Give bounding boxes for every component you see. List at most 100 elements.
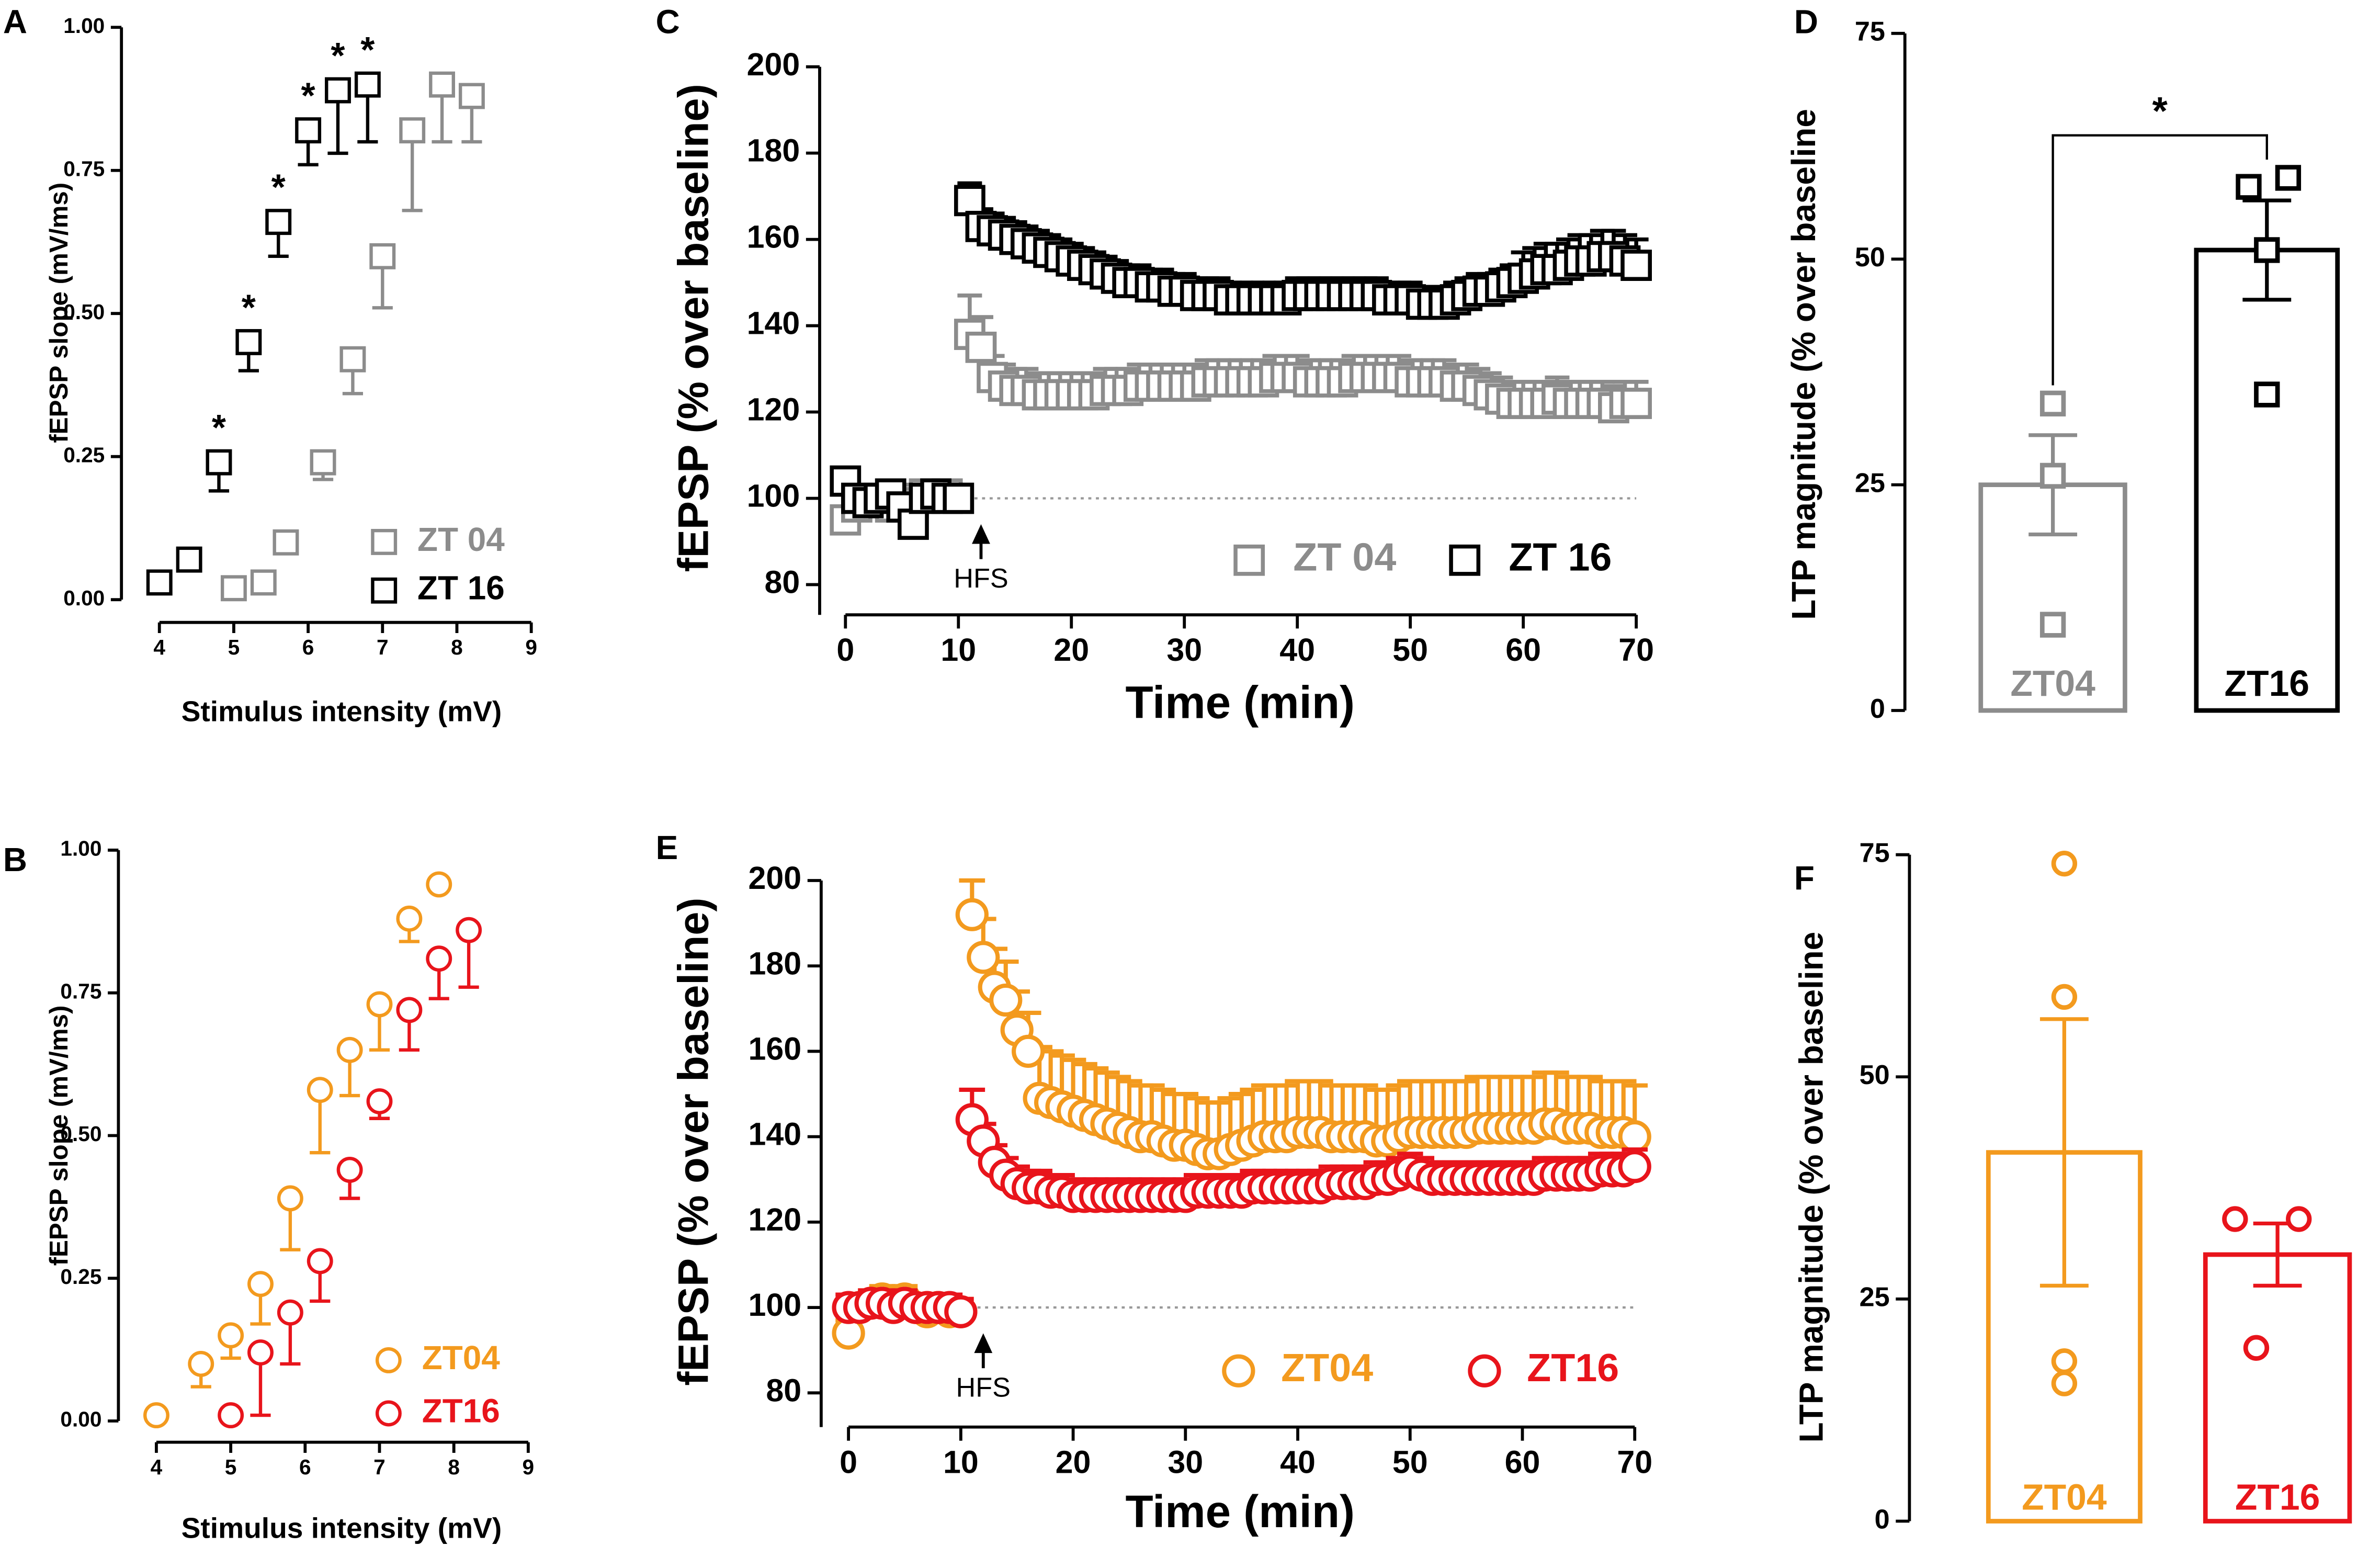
x-axis-label: Time (min) xyxy=(1125,1486,1355,1537)
y-tick-label: 160 xyxy=(747,219,800,255)
y-axis-label: fEPSP (% over baseline) xyxy=(670,84,717,572)
marker xyxy=(1618,1120,1651,1154)
marker xyxy=(2254,381,2280,408)
y-tick-label: 0.75 xyxy=(60,979,101,1003)
x-axis-label: Stimulus intensity (mV) xyxy=(182,1511,502,1544)
y-axis-label: LTP magnitude (% over baseline xyxy=(1785,109,1822,620)
marker xyxy=(426,871,452,898)
marker xyxy=(2039,462,2066,489)
marker xyxy=(955,898,989,931)
y-tick-label: 0.50 xyxy=(60,1122,101,1146)
x-tick-label: 5 xyxy=(225,1455,237,1479)
marker xyxy=(277,1185,303,1212)
marker xyxy=(396,997,423,1023)
x-tick-label: 40 xyxy=(1279,632,1315,668)
marker xyxy=(143,1402,169,1429)
y-tick-label: 0.50 xyxy=(63,300,105,324)
marker xyxy=(247,1339,274,1366)
x-tick-label: 7 xyxy=(373,1455,386,1479)
marker xyxy=(366,991,393,1018)
x-tick-label: 4 xyxy=(153,635,165,659)
significance-bracket xyxy=(2052,134,2268,386)
marker xyxy=(277,1299,303,1326)
marker xyxy=(220,575,247,602)
significance: * xyxy=(2152,89,2168,133)
y-tick-label: 25 xyxy=(1855,468,1885,498)
x-tick-label: 20 xyxy=(1053,632,1089,668)
significance: * xyxy=(242,287,256,328)
y-tick-label: 0.00 xyxy=(60,1407,101,1431)
y-tick-label: 200 xyxy=(749,860,802,896)
x-tick-label: 6 xyxy=(302,635,314,659)
y-tick-label: 1.00 xyxy=(60,837,101,861)
marker xyxy=(188,1350,214,1377)
y-tick-label: 140 xyxy=(747,306,800,341)
legend-marker xyxy=(371,528,398,555)
marker xyxy=(325,77,351,104)
x-tick-label: 10 xyxy=(943,1445,979,1480)
panel-letter: F xyxy=(1794,859,1815,897)
x-tick-label: 0 xyxy=(836,632,854,668)
y-tick-label: 120 xyxy=(749,1202,802,1237)
y-tick-label: 25 xyxy=(1860,1282,1890,1313)
x-tick-label: 50 xyxy=(1392,632,1428,668)
legend-label: ZT04 xyxy=(422,1339,500,1377)
legend-label: ZT16 xyxy=(422,1392,500,1429)
y-tick-label: 0.75 xyxy=(63,156,105,180)
annotation-text: HFS xyxy=(956,1373,1011,1403)
marker xyxy=(2222,1206,2248,1232)
x-tick-label: 70 xyxy=(1618,632,1654,668)
marker xyxy=(369,243,396,269)
y-axis-label: fEPSP (% over baseline) xyxy=(670,898,717,1386)
bar xyxy=(2194,247,2340,713)
legend-marker xyxy=(371,577,398,604)
marker xyxy=(218,1322,244,1349)
marker xyxy=(944,1295,978,1328)
marker xyxy=(399,117,426,144)
marker xyxy=(458,83,485,109)
marker xyxy=(2051,984,2078,1010)
legend-marker xyxy=(1468,1354,1501,1387)
marker xyxy=(176,546,202,573)
legend-label: ZT 04 xyxy=(417,521,505,558)
x-tick-label: 70 xyxy=(1617,1445,1652,1480)
x-tick-label: 8 xyxy=(451,635,463,659)
y-axis-label: fEPSP slope (mV/ms) xyxy=(44,1006,73,1266)
y-tick-label: 100 xyxy=(749,1287,802,1323)
marker xyxy=(1620,388,1652,419)
marker xyxy=(2275,165,2302,191)
annotation-text: HFS xyxy=(954,563,1008,594)
legend-label: ZT 04 xyxy=(1293,535,1396,579)
legend-marker xyxy=(1233,544,1265,576)
y-tick-label: 180 xyxy=(747,133,800,168)
marker xyxy=(354,71,381,98)
marker xyxy=(235,329,262,355)
x-tick-label: 8 xyxy=(448,1455,460,1479)
x-tick-label: 60 xyxy=(1505,632,1541,668)
legend-marker xyxy=(1449,544,1481,576)
panel-letter: E xyxy=(656,829,678,866)
significance: * xyxy=(212,407,226,448)
y-tick-label: 0 xyxy=(1870,694,1885,724)
significance: * xyxy=(271,167,286,208)
category-label: ZT16 xyxy=(2235,1476,2320,1517)
x-tick-label: 9 xyxy=(525,635,537,659)
panel-letter: C xyxy=(656,3,680,40)
marker xyxy=(310,449,336,476)
y-tick-label: 50 xyxy=(1860,1060,1890,1090)
x-tick-label: 7 xyxy=(377,635,389,659)
y-tick-label: 1.00 xyxy=(63,14,105,38)
y-tick-label: 0.00 xyxy=(63,586,105,610)
legend-label: ZT 16 xyxy=(417,569,505,607)
marker xyxy=(339,346,366,373)
marker xyxy=(2243,1335,2270,1361)
marker xyxy=(265,209,292,235)
legend-label: ZT16 xyxy=(1527,1346,1619,1390)
y-tick-label: 0 xyxy=(1875,1504,1890,1535)
marker xyxy=(396,905,423,932)
marker xyxy=(2236,174,2262,200)
x-tick-label: 6 xyxy=(299,1455,311,1479)
x-tick-label: 9 xyxy=(523,1455,535,1479)
marker xyxy=(2254,237,2280,263)
annotation-arrowhead xyxy=(974,1333,993,1353)
